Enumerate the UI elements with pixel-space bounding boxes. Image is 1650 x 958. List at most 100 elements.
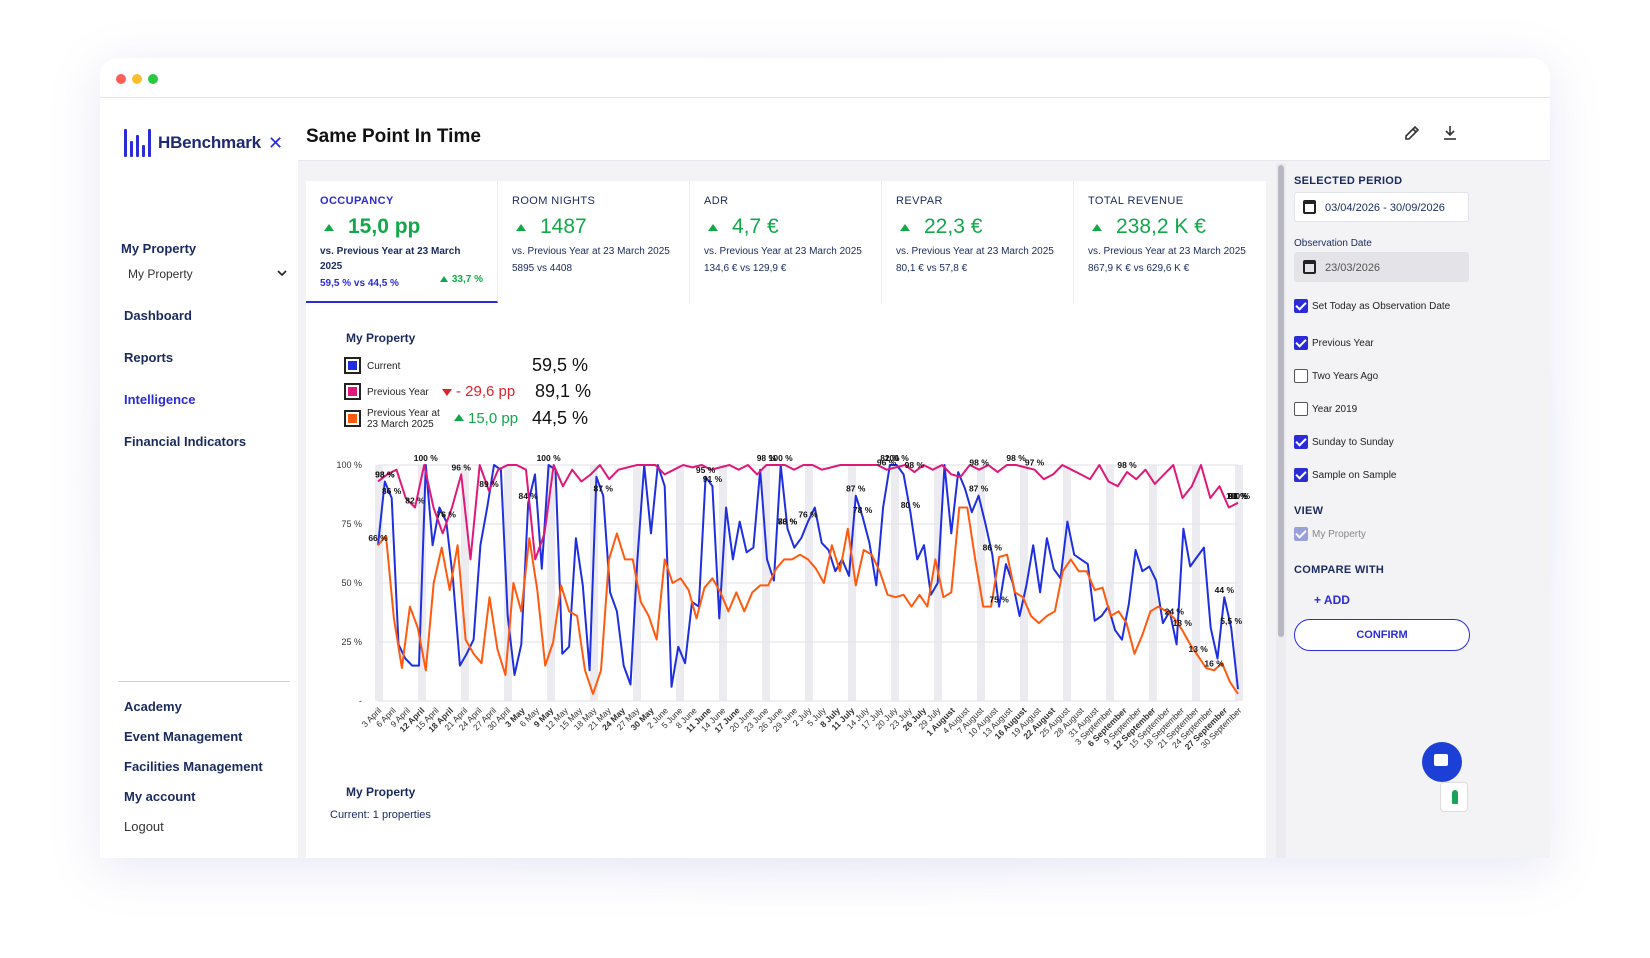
sidebar-item-event-management[interactable]: Event Management xyxy=(124,729,242,744)
data-label: 89 % xyxy=(479,479,499,489)
kpi-comparison: 134,6 € vs 129,9 € xyxy=(704,263,881,274)
checkbox-label: My Property xyxy=(1312,529,1366,540)
checkbox-set-today[interactable] xyxy=(1294,299,1308,313)
selected-period-field[interactable]: 03/04/2026 - 30/09/2026 xyxy=(1294,192,1469,222)
close-sidebar-icon[interactable]: ✕ xyxy=(268,133,283,154)
checkbox-year-2019[interactable] xyxy=(1294,402,1308,416)
confirm-button[interactable]: CONFIRM xyxy=(1294,619,1470,651)
kpi-comparison: 867,9 K € vs 629,6 K € xyxy=(1088,263,1266,274)
logo[interactable]: HBenchmark xyxy=(124,129,261,157)
data-label: 80 % xyxy=(901,500,921,510)
kpi-card-adr[interactable]: ADR 4,7 € vs. Previous Year at 23 March … xyxy=(690,181,882,303)
trend-up-icon xyxy=(900,224,910,231)
page-title: Same Point In Time xyxy=(306,126,481,148)
property-select[interactable]: My Property xyxy=(128,267,288,281)
sidebar-item-reports[interactable]: Reports xyxy=(124,350,173,365)
window-maximize-dot[interactable] xyxy=(148,74,158,84)
checkbox-previous-year[interactable] xyxy=(1294,336,1308,350)
legend-label: Previous Year xyxy=(367,387,429,398)
kpi-card-room-nights[interactable]: ROOM NIGHTS 1487 vs. Previous Year at 23… xyxy=(498,181,690,303)
data-label: 82 % xyxy=(1228,491,1248,501)
add-compare-button[interactable]: + ADD xyxy=(1314,593,1350,607)
sidebar-item-logout[interactable]: Logout xyxy=(124,819,164,834)
scrollbar-thumb[interactable] xyxy=(1278,165,1284,637)
kpi-card-total-revenue[interactable]: TOTAL REVENUE 238,2 K € vs. Previous Yea… xyxy=(1074,181,1266,303)
kpi-value-row: 15,0 pp xyxy=(320,215,497,239)
data-label: 84 % xyxy=(518,491,538,501)
kpi-title: ADR xyxy=(704,195,881,207)
legend-label: Previous Year at 23 March 2025 xyxy=(367,408,440,430)
sidebar-item-academy[interactable]: Academy xyxy=(124,699,182,714)
kpi-subtitle: vs. Previous Year at 23 March 2025 xyxy=(512,244,677,259)
bottom-section-title: My Property xyxy=(346,785,415,799)
legend-value: 59,5 % xyxy=(532,355,588,376)
checkbox-sample-on-sample[interactable] xyxy=(1294,468,1308,482)
data-label: 87 % xyxy=(846,484,866,494)
main-scrollbar[interactable] xyxy=(1276,163,1286,858)
legend-delta: - 29,6 pp xyxy=(442,383,515,400)
window-minimize-dot[interactable] xyxy=(132,74,142,84)
window-titlebar xyxy=(100,58,1550,98)
checkbox-sunday-to-sunday[interactable] xyxy=(1294,435,1308,449)
y-tick-label: 100 % xyxy=(336,460,362,470)
chat-icon[interactable] xyxy=(1422,742,1462,782)
checkbox-view-my-property xyxy=(1294,527,1308,541)
trend-up-icon xyxy=(516,224,526,231)
data-label: 76 % xyxy=(798,510,818,520)
trend-up-icon xyxy=(324,224,334,231)
download-icon[interactable] xyxy=(1440,123,1460,143)
kpi-value-row: 1487 xyxy=(512,215,689,239)
legend-title: My Property xyxy=(346,331,415,345)
legend-label-line1: Previous Year at xyxy=(367,408,440,419)
checkbox-two-years-ago[interactable] xyxy=(1294,369,1308,383)
data-label: 100 % xyxy=(414,453,439,463)
kpi-subtitle: vs. Previous Year at 23 March 2025 xyxy=(704,244,869,259)
trend-up-icon xyxy=(440,276,448,282)
kpi-card-revpar[interactable]: REVPAR 22,3 € vs. Previous Year at 23 Ma… xyxy=(882,181,1074,303)
kpi-subtitle: vs. Previous Year at 23 March 2025 xyxy=(896,244,1061,259)
data-label: 93 % xyxy=(375,470,395,480)
sidebar-section-title: My Property xyxy=(121,241,196,256)
trend-down-icon xyxy=(442,389,452,396)
sidebar-item-my-account[interactable]: My account xyxy=(124,789,196,804)
legend-value: 89,1 % xyxy=(535,381,591,402)
view-title: VIEW xyxy=(1294,505,1323,517)
sidebar-item-financial-indicators[interactable]: Financial Indicators xyxy=(124,434,246,449)
sidebar-item-intelligence[interactable]: Intelligence xyxy=(124,392,196,407)
legend-delta-value: - 29,6 pp xyxy=(456,383,515,400)
kpi-value: 238,2 K € xyxy=(1116,215,1206,239)
bottom-section-subtitle: Current: 1 properties xyxy=(330,809,431,821)
data-label: 98 % xyxy=(1117,460,1137,470)
kpi-value: 1487 xyxy=(540,215,587,239)
data-label: 24 % xyxy=(1165,606,1185,616)
data-label: 86 % xyxy=(382,486,402,496)
kpi-title: TOTAL REVENUE xyxy=(1088,195,1266,207)
legend-delta-value: 15,0 pp xyxy=(468,410,518,427)
sidebar-item-facilities-management[interactable]: Facilities Management xyxy=(124,759,263,774)
filters-panel: SELECTED PERIOD 03/04/2026 - 30/09/2026 … xyxy=(1288,161,1550,858)
legend-label: Current xyxy=(367,361,400,372)
plus-icon: + xyxy=(1314,593,1324,607)
property-select-value: My Property xyxy=(128,267,193,281)
legend-value: 44,5 % xyxy=(532,408,588,429)
data-label: 100 % xyxy=(885,453,910,463)
kpi-title: REVPAR xyxy=(896,195,1073,207)
kpi-title: ROOM NIGHTS xyxy=(512,195,689,207)
accessibility-widget-icon[interactable] xyxy=(1440,782,1468,812)
data-label: 76 % xyxy=(437,510,457,520)
window-close-dot[interactable] xyxy=(116,74,126,84)
compare-with-title: COMPARE WITH xyxy=(1294,564,1384,576)
data-label: 97 % xyxy=(1025,458,1045,468)
data-label: 78 % xyxy=(853,505,873,515)
edit-icon[interactable] xyxy=(1402,123,1422,143)
data-label: 100 % xyxy=(537,453,562,463)
calendar-icon xyxy=(1303,260,1316,274)
legend-swatch-previous-year xyxy=(344,383,361,400)
y-tick-label: - xyxy=(359,696,362,706)
kpi-subtitle: vs. Previous Year at 23 March 2025 xyxy=(1088,244,1253,259)
kpi-card-occupancy[interactable]: OCCUPANCY 15,0 pp vs. Previous Year at 2… xyxy=(306,181,498,303)
kpi-value-row: 4,7 € xyxy=(704,215,881,239)
sidebar-item-dashboard[interactable]: Dashboard xyxy=(124,308,192,323)
legend-swatch-current xyxy=(344,357,361,374)
